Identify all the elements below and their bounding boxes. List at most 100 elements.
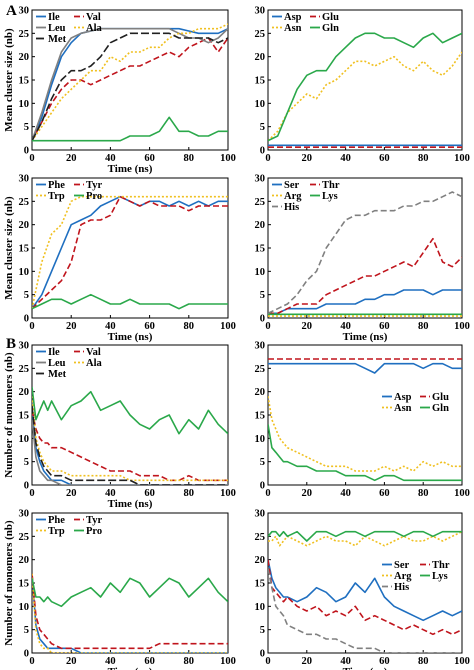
series-line-arg <box>268 530 462 547</box>
y-tick-label: 15 <box>255 76 266 87</box>
panel-letter-a: A <box>6 3 17 19</box>
x-tick-label: 0 <box>265 656 270 667</box>
y-tick-label: 30 <box>255 341 266 352</box>
y-tick-label: 10 <box>19 267 30 278</box>
y-tick-label: 20 <box>255 387 266 398</box>
legend-label: Glu <box>432 392 449 403</box>
x-tick-label: 20 <box>66 488 77 499</box>
series-line-ser <box>268 289 462 315</box>
y-tick-label: 0 <box>24 314 29 325</box>
legend-label: Ile <box>48 12 60 23</box>
y-tick-label: 0 <box>24 146 29 157</box>
x-tick-label: 60 <box>144 321 155 332</box>
x-tick-label: 100 <box>454 656 470 667</box>
y-tick-label: 0 <box>260 481 265 492</box>
x-tick-label: 40 <box>105 153 116 164</box>
y-tick-label: 20 <box>19 220 30 231</box>
x-tick-label: 20 <box>302 656 313 667</box>
y-tick-label: 25 <box>19 197 30 208</box>
plot-frame <box>267 512 463 654</box>
legend-label: Leu <box>48 358 66 369</box>
x-tick-label: 80 <box>184 488 195 499</box>
legend-label: His <box>394 582 409 593</box>
x-tick-label: 40 <box>105 488 116 499</box>
series-line-pro <box>32 577 228 608</box>
legend-label: Lys <box>432 571 448 582</box>
series-line-tyr <box>32 573 228 650</box>
legend-label: Arg <box>284 191 302 202</box>
series-line-trp <box>32 573 228 653</box>
legend-label: Asn <box>394 403 412 414</box>
y-tick-label: 25 <box>19 532 30 543</box>
y-tick-label: 30 <box>19 174 30 185</box>
legend-label: Trp <box>48 526 65 537</box>
legend-label: Asn <box>284 23 302 34</box>
y-tick-label: 0 <box>260 314 265 325</box>
legend-label: Ile <box>48 347 60 358</box>
y-tick-label: 0 <box>260 146 265 157</box>
x-tick-label: 100 <box>454 153 470 164</box>
series-line-lys <box>268 530 462 542</box>
series-line-pro <box>32 293 228 310</box>
x-tick-label: 80 <box>184 656 195 667</box>
legend-label: Pro <box>86 526 102 537</box>
legend-label: Met <box>48 369 67 380</box>
y-tick-label: 15 <box>19 244 30 255</box>
x-tick-label: 100 <box>220 488 236 499</box>
x-tick-label: 20 <box>66 153 77 164</box>
x-tick-label: 100 <box>220 321 236 332</box>
x-axis-label: Time (ns) <box>108 498 153 510</box>
plot-frame <box>267 177 463 319</box>
y-tick-label: 20 <box>19 555 30 566</box>
y-tick-label: 30 <box>19 509 30 520</box>
legend-label: Tyr <box>86 180 102 191</box>
x-tick-label: 40 <box>340 488 351 499</box>
series-line-his <box>268 568 462 653</box>
x-tick-label: 80 <box>418 153 429 164</box>
y-tick-label: 25 <box>255 29 266 40</box>
plot-frame <box>267 344 463 486</box>
y-tick-label: 25 <box>255 197 266 208</box>
y-tick-label: 10 <box>19 434 30 445</box>
x-tick-label: 60 <box>144 656 155 667</box>
series-line-met <box>32 32 228 142</box>
chart-panel-2: 0 5 10 15 20 25 30 0 20 40 60 80 100 Asp Glu Asn Gln <box>255 6 470 165</box>
chart-panel-1: 0 5 10 15 20 25 30 0 20 40 60 80 100 Time (ns) Mean cl… <box>3 6 236 176</box>
legend-label: Met <box>48 34 67 45</box>
y-tick-label: 25 <box>255 532 266 543</box>
y-tick-label: 15 <box>19 411 30 422</box>
series-line-ile <box>32 410 228 485</box>
y-tick-label: 30 <box>19 341 30 352</box>
x-tick-label: 100 <box>220 153 236 164</box>
legend-label: Val <box>86 347 101 358</box>
series-line-trp <box>32 195 228 309</box>
chart-panel-4: 0 5 10 15 20 25 30 0 20 40 60 80 100 Time (ns) Ser Thr A… <box>255 174 470 344</box>
x-tick-label: 0 <box>29 153 34 164</box>
panel-letter-b: B <box>6 336 16 352</box>
y-tick-label: 15 <box>255 411 266 422</box>
x-tick-label: 40 <box>105 656 116 667</box>
x-tick-label: 80 <box>418 488 429 499</box>
series-line-val <box>32 410 228 482</box>
legend-label: Asp <box>394 392 412 403</box>
x-tick-label: 40 <box>340 153 351 164</box>
x-tick-label: 100 <box>220 656 236 667</box>
series-line-asn <box>268 396 462 472</box>
x-tick-label: 60 <box>144 153 155 164</box>
legend-label: Leu <box>48 23 66 34</box>
y-tick-label: 5 <box>260 625 265 636</box>
legend-label: Gln <box>322 23 339 34</box>
y-tick-label: 20 <box>19 52 30 63</box>
y-tick-label: 20 <box>19 387 30 398</box>
y-tick-label: 0 <box>260 649 265 660</box>
y-tick-label: 20 <box>255 220 266 231</box>
y-tick-label: 20 <box>255 52 266 63</box>
legend-label: Ser <box>284 180 300 191</box>
x-tick-label: 20 <box>66 656 77 667</box>
legend-label: Arg <box>394 571 412 582</box>
legend-label: Glu <box>322 12 339 23</box>
x-tick-label: 60 <box>379 488 390 499</box>
x-axis-label: Time (ns) <box>343 666 388 670</box>
